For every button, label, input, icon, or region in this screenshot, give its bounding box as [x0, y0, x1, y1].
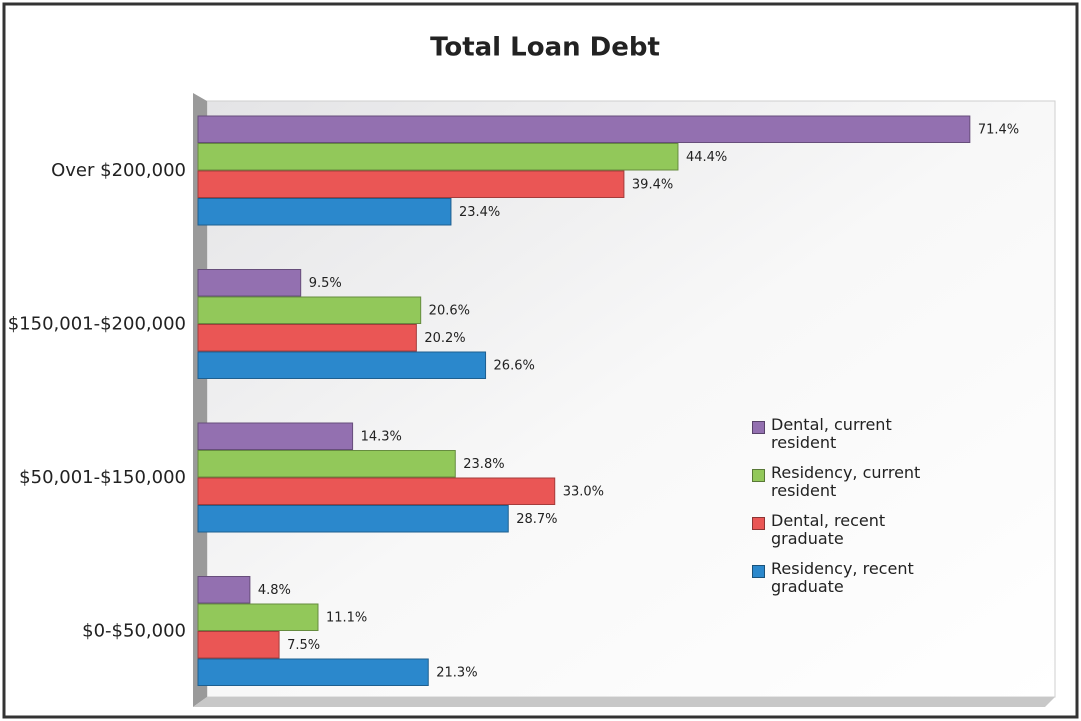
bar	[197, 324, 417, 352]
category-label: $150,001-$200,000	[8, 314, 186, 335]
value-label: 20.6%	[429, 303, 470, 318]
value-label: 21.3%	[436, 665, 477, 680]
legend-label: Dental, current resident	[771, 415, 892, 452]
legend-item: Dental, recent graduate	[752, 512, 952, 560]
legend-swatch	[752, 517, 765, 530]
bar	[197, 269, 302, 297]
bar	[197, 450, 456, 478]
bar	[197, 603, 319, 631]
value-label: 28.7%	[516, 512, 557, 527]
category-label: Over $200,000	[51, 160, 186, 181]
value-label: 14.3%	[361, 429, 402, 444]
value-label: 4.8%	[258, 583, 291, 598]
value-label: 26.6%	[494, 358, 535, 373]
bar	[197, 505, 509, 533]
legend-swatch	[752, 421, 765, 434]
chart-title: Total Loan Debt	[430, 33, 660, 63]
value-label: 23.4%	[459, 205, 500, 220]
legend-item: Dental, current resident	[752, 416, 952, 464]
bar	[197, 170, 625, 198]
value-label: 20.2%	[424, 331, 465, 346]
legend-swatch	[752, 565, 765, 578]
value-label: 11.1%	[326, 610, 367, 625]
bar	[197, 477, 556, 505]
bar	[197, 422, 354, 450]
bar	[197, 631, 280, 659]
value-label: 23.8%	[463, 457, 504, 472]
legend: Dental, current resident Residency, curre…	[752, 416, 952, 608]
category-label: $50,001-$150,000	[19, 467, 186, 488]
bar	[197, 198, 452, 226]
legend-label: Dental, recent graduate	[771, 511, 886, 548]
value-label: 9.5%	[309, 276, 342, 291]
bar	[197, 115, 971, 143]
value-label: 71.4%	[978, 122, 1019, 137]
floor	[193, 697, 1055, 707]
legend-label: Residency, recent graduate	[771, 559, 914, 596]
bar	[197, 351, 487, 379]
value-label: 44.4%	[686, 150, 727, 165]
value-label: 39.4%	[632, 177, 673, 192]
bar	[197, 143, 679, 171]
side-wall	[193, 93, 207, 707]
bar	[197, 296, 422, 324]
legend-item: Residency, current resident	[752, 464, 952, 512]
bar	[197, 576, 251, 604]
value-label: 33.0%	[563, 484, 604, 499]
category-label: $0-$50,000	[82, 621, 186, 642]
legend-label: Residency, current resident	[771, 463, 921, 500]
value-label: 7.5%	[287, 638, 320, 653]
legend-swatch	[752, 469, 765, 482]
legend-item: Residency, recent graduate	[752, 560, 952, 608]
bar	[197, 658, 429, 686]
